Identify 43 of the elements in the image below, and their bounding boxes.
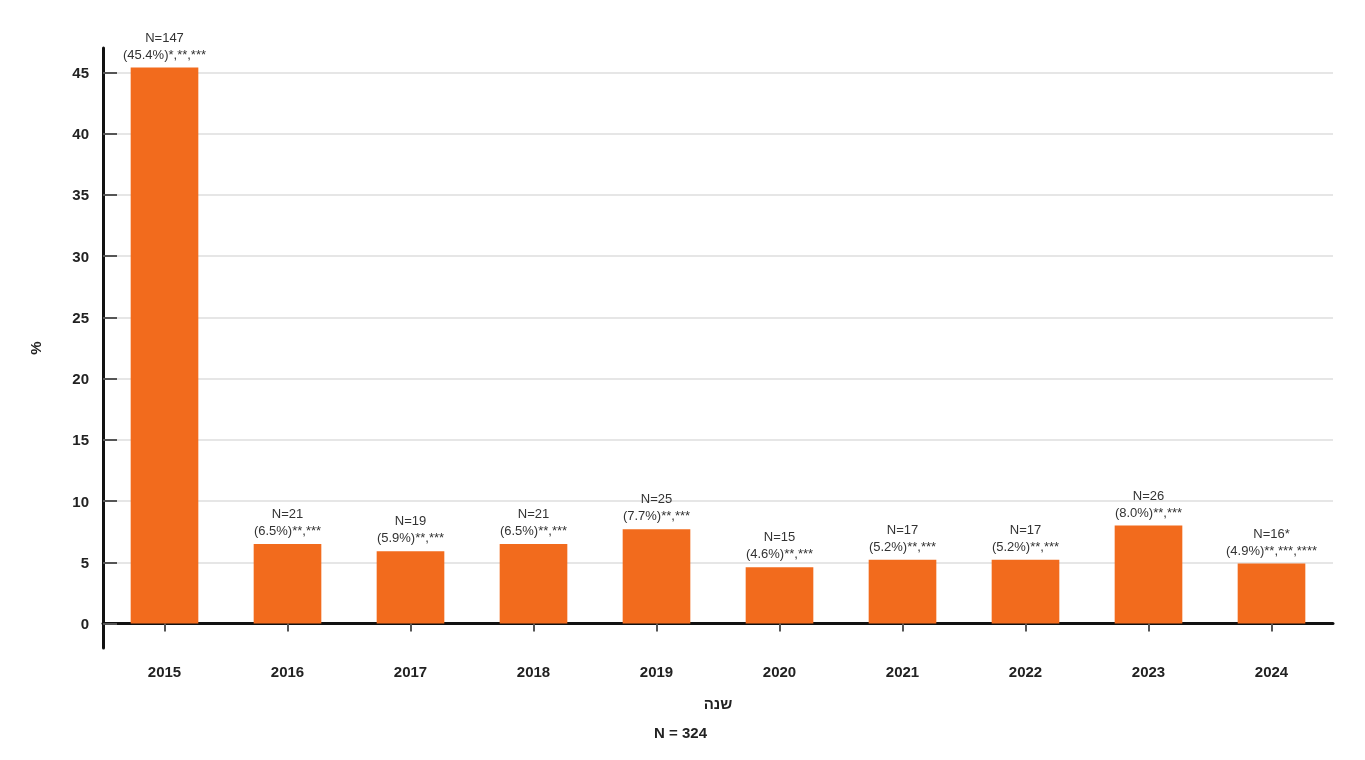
- y-axis-title: %: [27, 341, 44, 355]
- y-tick-label: 45: [72, 63, 89, 81]
- x-tick-label: 2016: [270, 663, 305, 680]
- y-tick-label: 20: [72, 370, 89, 388]
- x-tick-label: 2024: [1254, 663, 1289, 680]
- bar: [376, 551, 445, 624]
- x-axis-title: שנה: [703, 695, 733, 712]
- data-label: N=21 (6.5%)**,***: [499, 505, 568, 538]
- y-tick-label: 35: [72, 186, 89, 204]
- bar: [253, 543, 322, 624]
- y-tick-label: 25: [72, 308, 89, 326]
- bar: [745, 567, 814, 624]
- data-label: N=15 (4.6%)**,***: [745, 529, 814, 562]
- bar: [1237, 563, 1306, 624]
- data-label: N=17 (5.2%)**,***: [868, 521, 937, 554]
- x-tick-label: 2020: [762, 663, 797, 680]
- y-tick-label: 40: [72, 125, 89, 143]
- bar: [868, 559, 937, 624]
- bar: [499, 543, 568, 624]
- data-label: N=16* (4.9%)**,***,****: [1225, 525, 1318, 558]
- x-tick-label: 2017: [393, 663, 428, 680]
- y-tick-label: 10: [72, 492, 89, 510]
- bar: [991, 559, 1060, 624]
- data-label: N=21 (6.5%)**,***: [253, 505, 322, 538]
- y-tick-label: 5: [80, 553, 89, 571]
- data-label: N=17 (5.2%)**,***: [991, 521, 1060, 554]
- bar: [622, 529, 691, 624]
- x-tick-label: 2018: [516, 663, 551, 680]
- y-tick-label: 15: [72, 431, 89, 449]
- data-label: N=26 (8.0%)**,***: [1114, 487, 1183, 520]
- x-tick-label: 2021: [885, 663, 920, 680]
- text: N = 324: [654, 724, 708, 741]
- bar: [130, 67, 199, 624]
- data-label: N=147 (45.4%)*,**,***: [122, 29, 207, 62]
- x-tick-label: 2022: [1008, 663, 1043, 680]
- data-label: N=19 (5.9%)**,***: [376, 513, 445, 546]
- x-tick-label: 2015: [147, 663, 182, 680]
- y-tick-label: 0: [80, 615, 89, 633]
- x-tick-label: 2023: [1131, 663, 1166, 680]
- y-tick-label: 30: [72, 247, 89, 265]
- bar: [1114, 525, 1183, 624]
- data-label: N=25 (7.7%)**,***: [622, 491, 691, 524]
- x-tick-label: 2019: [639, 663, 674, 680]
